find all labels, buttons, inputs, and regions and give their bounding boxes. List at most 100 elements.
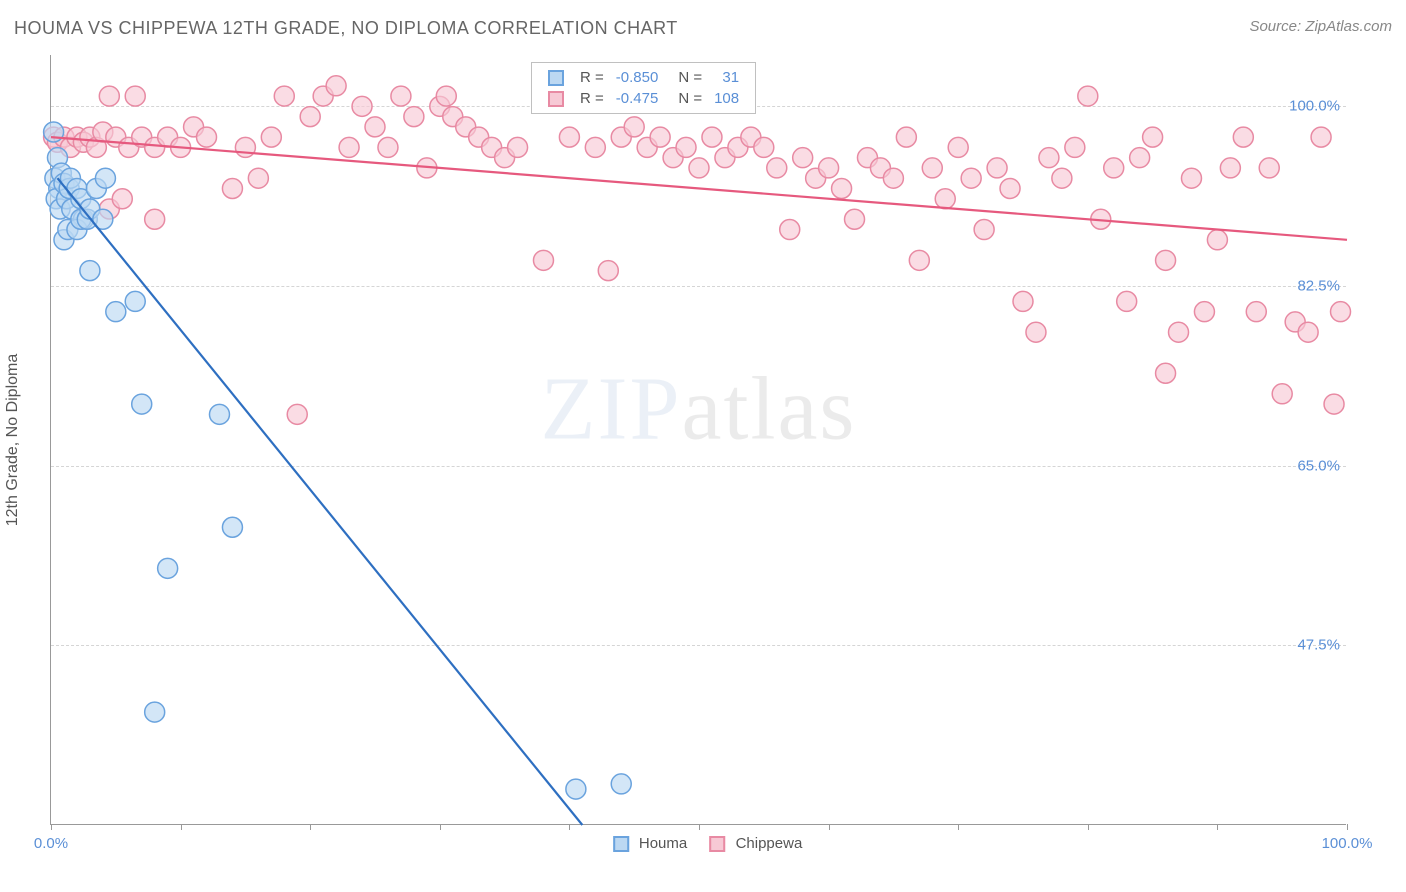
data-point-chippewa: [1104, 158, 1124, 178]
data-point-chippewa: [1169, 322, 1189, 342]
data-point-chippewa: [845, 209, 865, 229]
legend-swatch-chippewa: [709, 836, 725, 852]
scatter-plot: [51, 55, 1346, 824]
xtick-mark: [829, 824, 830, 830]
legend-table: R = -0.850 N = 31 R = -0.475 N = 108: [542, 67, 745, 109]
data-point-chippewa: [112, 189, 132, 209]
data-point-houma: [125, 291, 145, 311]
xtick-mark: [569, 824, 570, 830]
data-point-chippewa: [125, 86, 145, 106]
trend-line-houma: [57, 178, 582, 825]
data-point-chippewa: [935, 189, 955, 209]
data-point-chippewa: [702, 127, 722, 147]
legend-r-houma: -0.850: [610, 67, 665, 88]
data-point-chippewa: [883, 168, 903, 188]
xtick-mark: [699, 824, 700, 830]
data-point-chippewa: [974, 220, 994, 240]
trend-line-chippewa: [51, 137, 1347, 240]
data-point-chippewa: [961, 168, 981, 188]
data-point-chippewa: [1130, 148, 1150, 168]
data-point-chippewa: [1065, 137, 1085, 157]
legend-swatch-houma: [613, 836, 629, 852]
chart-title: HOUMA VS CHIPPEWA 12TH GRADE, NO DIPLOMA…: [14, 18, 678, 38]
legend-label-houma: Houma: [639, 835, 687, 852]
data-point-chippewa: [767, 158, 787, 178]
data-point-chippewa: [1013, 291, 1033, 311]
data-point-chippewa: [1324, 394, 1344, 414]
data-point-chippewa: [508, 137, 528, 157]
legend-row-chippewa: R = -0.475 N = 108: [542, 88, 745, 109]
series-legend: Houma Chippewa: [595, 835, 803, 852]
data-point-chippewa: [987, 158, 1007, 178]
xtick-mark: [1088, 824, 1089, 830]
legend-r-chippewa: -0.475: [610, 88, 665, 109]
legend-swatch-chippewa: [548, 91, 564, 107]
data-point-chippewa: [793, 148, 813, 168]
data-point-chippewa: [222, 178, 242, 198]
data-point-houma: [611, 774, 631, 794]
data-point-houma: [44, 122, 64, 142]
xtick-label: 0.0%: [34, 835, 68, 852]
data-point-chippewa: [585, 137, 605, 157]
xtick-mark: [310, 824, 311, 830]
data-point-chippewa: [287, 404, 307, 424]
data-point-chippewa: [1298, 322, 1318, 342]
data-point-chippewa: [1207, 230, 1227, 250]
data-point-chippewa: [1078, 86, 1098, 106]
data-point-chippewa: [1000, 178, 1020, 198]
data-point-chippewa: [689, 158, 709, 178]
data-point-chippewa: [780, 220, 800, 240]
data-point-chippewa: [1117, 291, 1137, 311]
data-point-chippewa: [1052, 168, 1072, 188]
xtick-mark: [1217, 824, 1218, 830]
data-point-chippewa: [1143, 127, 1163, 147]
data-point-chippewa: [339, 137, 359, 157]
legend-swatch-houma: [548, 70, 564, 86]
data-point-houma: [132, 394, 152, 414]
data-point-houma: [158, 558, 178, 578]
data-point-houma: [566, 779, 586, 799]
data-point-chippewa: [261, 127, 281, 147]
xtick-mark: [440, 824, 441, 830]
data-point-houma: [209, 404, 229, 424]
xtick-mark: [181, 824, 182, 830]
data-point-chippewa: [436, 86, 456, 106]
correlation-legend: R = -0.850 N = 31 R = -0.475 N = 108: [531, 62, 756, 114]
data-point-chippewa: [922, 158, 942, 178]
data-point-chippewa: [1220, 158, 1240, 178]
data-point-chippewa: [1026, 322, 1046, 342]
data-point-chippewa: [1331, 302, 1351, 322]
data-point-chippewa: [326, 76, 346, 96]
data-point-chippewa: [948, 137, 968, 157]
legend-label-r: R =: [574, 67, 610, 88]
legend-row-houma: R = -0.850 N = 31: [542, 67, 745, 88]
legend-label-chippewa: Chippewa: [736, 835, 803, 852]
data-point-chippewa: [1181, 168, 1201, 188]
data-point-chippewa: [676, 137, 696, 157]
legend-label-n: N =: [664, 88, 708, 109]
data-point-chippewa: [145, 209, 165, 229]
data-point-chippewa: [896, 127, 916, 147]
data-point-chippewa: [352, 96, 372, 116]
data-point-chippewa: [832, 178, 852, 198]
data-point-chippewa: [404, 107, 424, 127]
data-point-chippewa: [1039, 148, 1059, 168]
data-point-chippewa: [1246, 302, 1266, 322]
data-point-chippewa: [624, 117, 644, 137]
data-point-chippewa: [559, 127, 579, 147]
data-point-chippewa: [650, 127, 670, 147]
data-point-chippewa: [300, 107, 320, 127]
data-point-houma: [106, 302, 126, 322]
data-point-chippewa: [197, 127, 217, 147]
xtick-mark: [958, 824, 959, 830]
data-point-chippewa: [378, 137, 398, 157]
chart-area: 12th Grade, No Diploma ZIPatlas 47.5%65.…: [50, 55, 1346, 825]
data-point-chippewa: [1259, 158, 1279, 178]
legend-label-r: R =: [574, 88, 610, 109]
data-point-houma: [80, 261, 100, 281]
data-point-chippewa: [365, 117, 385, 137]
chart-header: HOUMA VS CHIPPEWA 12TH GRADE, NO DIPLOMA…: [14, 18, 1392, 42]
data-point-chippewa: [1156, 363, 1176, 383]
data-point-chippewa: [248, 168, 268, 188]
data-point-chippewa: [1194, 302, 1214, 322]
